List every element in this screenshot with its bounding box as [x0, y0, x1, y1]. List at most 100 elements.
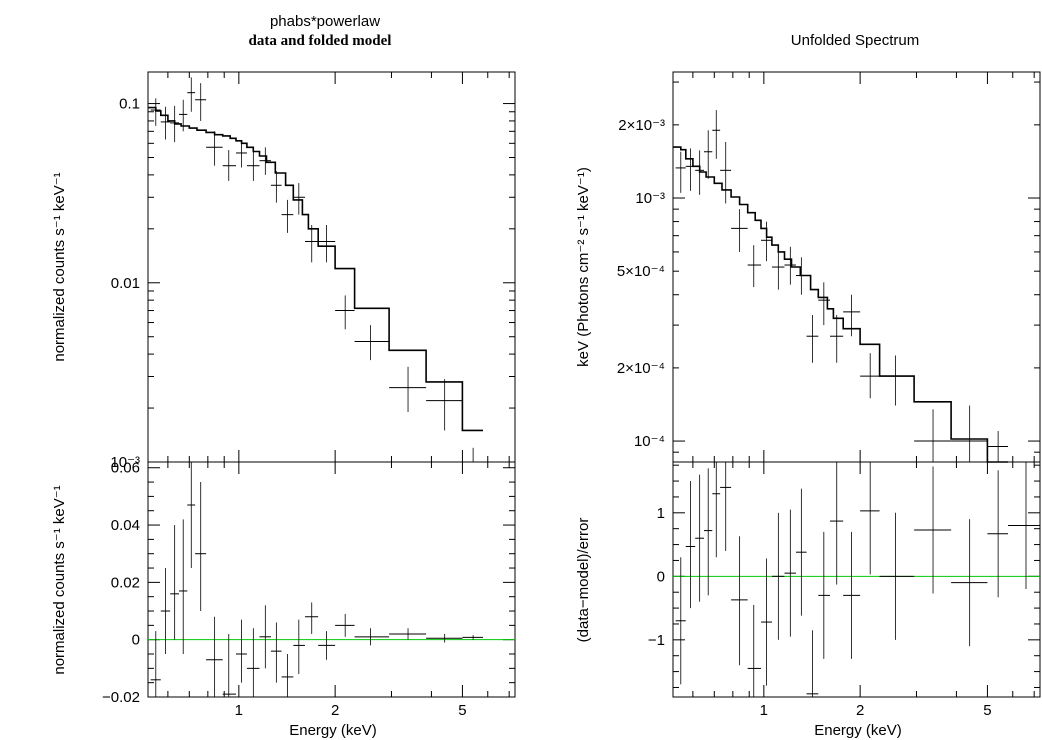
data-point [951, 519, 988, 647]
data-point [160, 568, 171, 655]
y-tick-label: −1 [648, 632, 665, 649]
data-point [695, 150, 704, 195]
data-point [771, 512, 785, 640]
y-label-top-left: normalized counts s⁻¹ keV⁻¹ [51, 172, 68, 361]
data-point [150, 98, 161, 126]
data-point [246, 628, 260, 697]
data-point [703, 468, 713, 596]
x-tick-label: 5 [983, 702, 991, 719]
data-point [354, 628, 390, 646]
data-point [318, 225, 336, 263]
data-point [795, 257, 807, 295]
y-tick-label: 10⁻⁴ [634, 433, 665, 450]
y-tick-label: 2×10⁻⁴ [617, 360, 665, 377]
x-tick-label: 1 [235, 702, 243, 719]
data-point [830, 462, 844, 585]
data-point [818, 282, 831, 326]
data-point [178, 519, 188, 655]
y-tick-label: 1 [657, 505, 665, 522]
y-tick-label: 10⁻³ [635, 190, 665, 207]
data-point [354, 325, 390, 361]
data-point [806, 630, 819, 697]
data-point [222, 150, 237, 181]
y-tick-label: 0.1 [119, 96, 140, 113]
data-point [293, 183, 306, 215]
y-tick-label: 0.02 [111, 574, 140, 591]
data-point [761, 221, 772, 262]
data-point [293, 619, 306, 675]
data-point [270, 622, 282, 683]
data-point [914, 409, 952, 462]
data-point [259, 605, 271, 669]
axes-frame [672, 71, 1041, 463]
axes-frame [147, 461, 516, 698]
data-point [747, 245, 762, 288]
data-point [761, 558, 772, 686]
y-tick-label: 5×10⁻⁴ [617, 263, 665, 280]
data-point [987, 430, 1009, 462]
panel-tr: 2×10⁻³ 10⁻³ 5×10⁻⁴ 2×10⁻⁴ 10⁻⁴ [617, 71, 1041, 463]
data-point [195, 83, 207, 121]
y-label-bottom-right: (data−model)/error [575, 518, 592, 643]
data-point [236, 619, 247, 683]
data-point [712, 110, 721, 159]
data-point [160, 106, 171, 140]
y-tick-label: 0.06 [111, 460, 140, 477]
left-model-title: phabs*powerlaw [270, 13, 380, 30]
data-point [695, 474, 704, 602]
data-point [784, 246, 796, 285]
data-point [206, 131, 223, 166]
data-point [335, 295, 355, 330]
data-point [206, 616, 223, 697]
data-point [187, 77, 196, 112]
data-point [270, 171, 282, 203]
data-point [178, 99, 188, 132]
data-point [685, 148, 696, 191]
data-point [747, 604, 762, 697]
data-point [150, 631, 161, 697]
data-point [720, 462, 732, 551]
data-point [318, 631, 336, 660]
y-tick-label: 0.01 [111, 275, 140, 292]
data-point [281, 199, 294, 233]
data-point [685, 481, 696, 609]
data-point [987, 470, 1009, 598]
data-point [246, 151, 260, 181]
x-tick-label: 5 [458, 702, 466, 719]
data-point [170, 525, 179, 640]
y-tick-label: 0 [132, 632, 140, 649]
data-point [462, 447, 484, 463]
x-label-right: Energy (keV) [814, 722, 902, 739]
data-point [879, 512, 915, 640]
data-point [281, 654, 294, 697]
data-point [426, 633, 463, 643]
y-tick-label: 0.04 [111, 517, 140, 534]
data-point [879, 355, 915, 406]
data-point [170, 105, 179, 143]
data-point [675, 151, 686, 193]
panel-bl: 1 2 5 −0.02 0 0.02 0.04 0.06 [102, 460, 516, 719]
y-label-bottom-left: normalized counts s⁻¹ keV⁻¹ [51, 485, 68, 674]
x-tick-label: 2 [331, 702, 339, 719]
data-point [187, 462, 196, 569]
data-point [731, 536, 748, 666]
data-point [236, 140, 247, 168]
data-point [784, 509, 796, 637]
data-point [771, 246, 785, 290]
y-tick-label: 2×10⁻³ [618, 117, 665, 134]
data-point [951, 405, 988, 462]
right-title: Unfolded Spectrum [791, 32, 919, 49]
data-point [818, 531, 831, 659]
data-point [305, 602, 319, 634]
axes-frame [672, 461, 1041, 698]
model-step-line [148, 106, 483, 432]
data-point [389, 366, 427, 413]
panel-tl: 0.1 0.01 10⁻³ [110, 71, 516, 471]
data-point [462, 635, 484, 640]
data-point [860, 353, 880, 399]
y-tick-label: 10⁻³ [110, 454, 140, 471]
y-label-top-right: keV (Photons cm⁻² s⁻¹ keV⁻¹) [575, 167, 592, 367]
data-point [860, 462, 880, 575]
y-tick-label: 0 [657, 568, 665, 585]
